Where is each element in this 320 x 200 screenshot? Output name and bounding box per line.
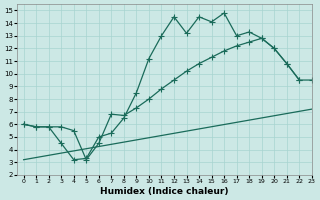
X-axis label: Humidex (Indice chaleur): Humidex (Indice chaleur) <box>100 187 229 196</box>
